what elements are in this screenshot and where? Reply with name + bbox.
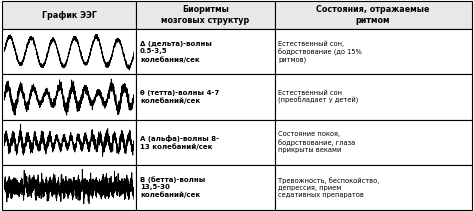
Text: Естественный сон
(преобладает у детей): Естественный сон (преобладает у детей) <box>278 90 359 104</box>
Text: График ЭЭГ: График ЭЭГ <box>42 11 97 20</box>
Text: Естественный сон,
бодрствование (до 15%
ритмов): Естественный сон, бодрствование (до 15% … <box>278 40 362 63</box>
Bar <box>274 29 472 74</box>
Text: Тревожность, беспокойство,
депрессия, прием
седативных препаратов: Тревожность, беспокойство, депрессия, пр… <box>278 177 380 198</box>
Text: θ (тетта)-волны 4-7
колебаний/сек: θ (тетта)-волны 4-7 колебаний/сек <box>140 90 219 104</box>
Bar <box>274 74 472 120</box>
Bar <box>136 120 274 165</box>
Bar <box>2 120 136 165</box>
Bar <box>136 29 274 74</box>
Text: Состояния, отражаемые
ритмом: Состояния, отражаемые ритмом <box>316 5 430 25</box>
Text: Состояние покоя,
бодрствование, глаза
прикрыты веками: Состояние покоя, бодрствование, глаза пр… <box>278 131 356 153</box>
Bar <box>136 74 274 120</box>
Text: А (альфа)-волны 8-
13 колебаний/сек: А (альфа)-волны 8- 13 колебаний/сек <box>140 135 219 150</box>
Bar <box>274 120 472 165</box>
Bar <box>274 1 472 29</box>
Bar <box>2 74 136 120</box>
Bar <box>136 165 274 210</box>
Text: Биоритмы
мозговых структур: Биоритмы мозговых структур <box>161 5 249 25</box>
Bar <box>274 165 472 210</box>
Bar <box>136 1 274 29</box>
Bar <box>2 165 136 210</box>
Text: Δ (дельта)-волны
0.5-3,5
колебания/сек: Δ (дельта)-волны 0.5-3,5 колебания/сек <box>140 41 212 62</box>
Text: В (бетта)-волны
13,5-30
колебаний/сек: В (бетта)-волны 13,5-30 колебаний/сек <box>140 176 205 198</box>
Bar <box>2 1 136 29</box>
Bar <box>2 29 136 74</box>
